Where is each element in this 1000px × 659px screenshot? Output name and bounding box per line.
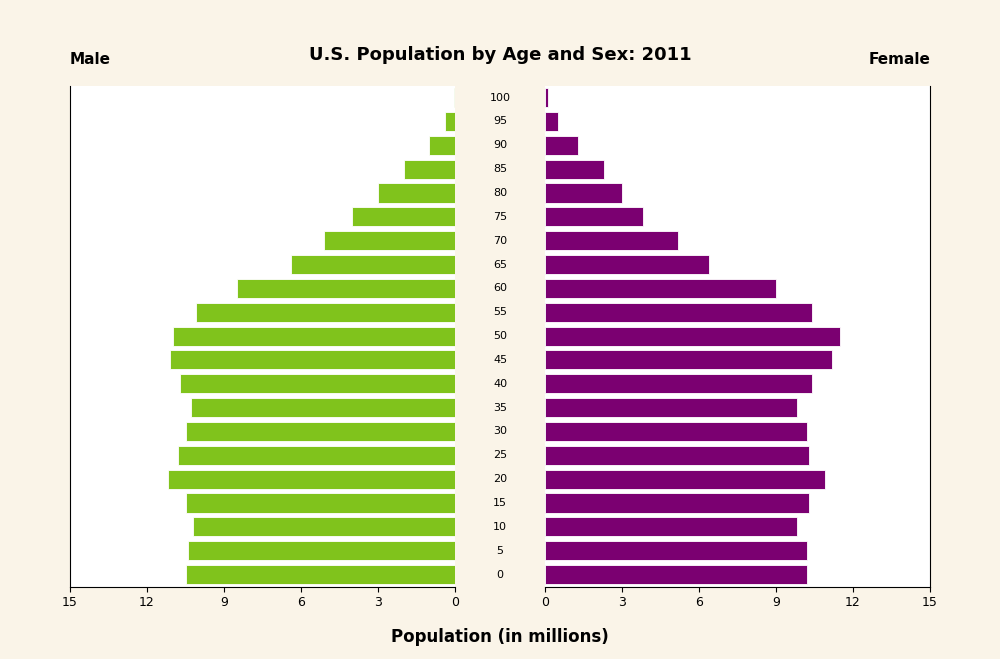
Bar [545, 445, 809, 465]
Text: 40: 40 [493, 379, 507, 389]
Bar [545, 159, 604, 179]
Bar [445, 112, 455, 131]
Bar [545, 565, 807, 584]
Text: 85: 85 [493, 164, 507, 174]
Text: Female: Female [868, 52, 930, 67]
Bar [545, 112, 558, 131]
Bar [545, 231, 678, 250]
Bar [429, 136, 455, 155]
Bar [545, 470, 825, 489]
Text: 90: 90 [493, 140, 507, 150]
Text: 55: 55 [493, 307, 507, 317]
Text: 25: 25 [493, 450, 507, 461]
Bar [196, 302, 455, 322]
Bar [191, 398, 455, 417]
Text: 10: 10 [493, 522, 507, 532]
Bar [168, 470, 455, 489]
Bar [545, 302, 812, 322]
Text: 15: 15 [493, 498, 507, 508]
Bar [170, 351, 455, 370]
Text: Male: Male [70, 52, 111, 67]
Bar [545, 541, 807, 560]
Text: 35: 35 [493, 403, 507, 413]
Bar [186, 494, 455, 513]
Bar [291, 255, 455, 274]
Bar [404, 159, 455, 179]
Bar [545, 279, 776, 298]
Bar [178, 445, 455, 465]
Text: 70: 70 [493, 236, 507, 246]
Bar [545, 374, 812, 393]
Bar [186, 565, 455, 584]
Text: 5: 5 [496, 546, 504, 556]
Text: 75: 75 [493, 212, 507, 222]
Text: Population (in millions): Population (in millions) [391, 628, 609, 646]
Text: 95: 95 [493, 117, 507, 127]
Text: 30: 30 [493, 426, 507, 436]
Bar [352, 208, 455, 227]
Bar [545, 88, 548, 107]
Bar [545, 255, 709, 274]
Bar [545, 494, 809, 513]
Text: 0: 0 [496, 569, 504, 579]
Text: 80: 80 [493, 188, 507, 198]
Bar [173, 327, 455, 345]
Text: 20: 20 [493, 474, 507, 484]
Bar [378, 183, 455, 202]
Text: 45: 45 [493, 355, 507, 365]
Bar [545, 422, 807, 441]
Bar [545, 208, 643, 227]
Text: 60: 60 [493, 283, 507, 293]
Text: 50: 50 [493, 331, 507, 341]
Bar [454, 88, 455, 107]
Bar [193, 517, 455, 536]
Bar [545, 327, 840, 345]
Bar [237, 279, 455, 298]
Text: 65: 65 [493, 260, 507, 270]
Bar [545, 136, 578, 155]
Bar [188, 541, 455, 560]
Text: U.S. Population by Age and Sex: 2011: U.S. Population by Age and Sex: 2011 [309, 46, 691, 64]
Bar [545, 183, 622, 202]
Bar [186, 422, 455, 441]
Bar [180, 374, 455, 393]
Text: 100: 100 [490, 93, 511, 103]
Bar [545, 517, 797, 536]
Bar [545, 398, 797, 417]
Bar [324, 231, 455, 250]
Bar [545, 351, 832, 370]
